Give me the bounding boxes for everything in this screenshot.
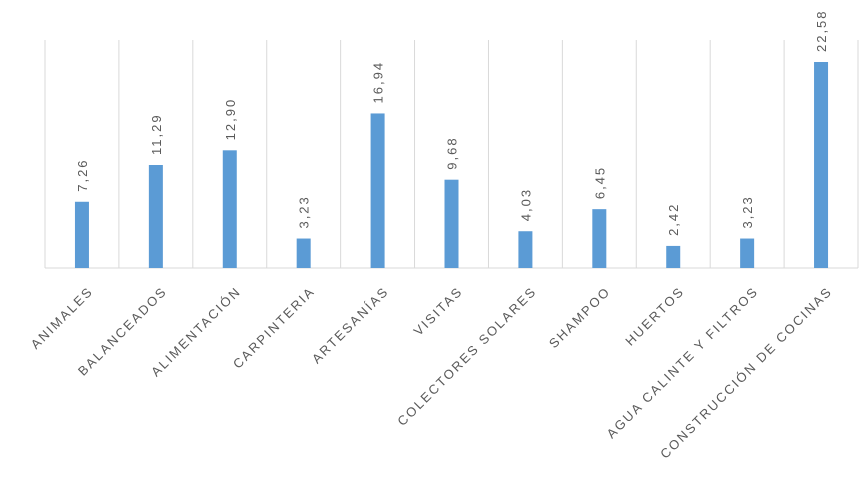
value-label: 4,03 bbox=[518, 188, 533, 221]
value-label: 7,26 bbox=[75, 158, 90, 191]
bar bbox=[740, 238, 755, 268]
value-label: 9,68 bbox=[445, 136, 460, 169]
bar bbox=[370, 113, 385, 269]
x-tick-label: ANIMALES bbox=[28, 284, 96, 352]
bar bbox=[666, 245, 681, 268]
x-tick-label: ARTESANÍAS bbox=[309, 284, 392, 367]
x-tick-label: CONSTRUCCIÓN DE COCINAS bbox=[657, 284, 835, 462]
value-label: 2,42 bbox=[666, 203, 681, 236]
x-tick-label: HUERTOS bbox=[622, 284, 687, 349]
value-label: 6,45 bbox=[592, 166, 607, 199]
bar bbox=[222, 150, 237, 268]
x-tick-label: CARPINTERIA bbox=[230, 284, 318, 372]
value-label: 3,23 bbox=[297, 195, 312, 228]
bar bbox=[444, 179, 459, 268]
x-tick-label: AGUA CALINTE Y FILTROS bbox=[604, 284, 762, 442]
value-label: 11,29 bbox=[149, 113, 164, 155]
value-label: 12,90 bbox=[223, 98, 238, 141]
x-tick-label: SHAMPOO bbox=[546, 284, 614, 352]
x-tick-label: VISITAS bbox=[411, 284, 466, 339]
bar bbox=[814, 62, 829, 268]
x-tick-label: COLECTORES SOLARES bbox=[394, 284, 539, 429]
bar bbox=[74, 201, 89, 268]
bar bbox=[592, 209, 607, 268]
bar bbox=[518, 231, 533, 268]
bar bbox=[296, 238, 311, 268]
value-label: 16,94 bbox=[371, 61, 386, 104]
value-label: 22,58 bbox=[814, 9, 829, 52]
value-label: 3,23 bbox=[740, 195, 755, 228]
bar bbox=[148, 165, 163, 268]
